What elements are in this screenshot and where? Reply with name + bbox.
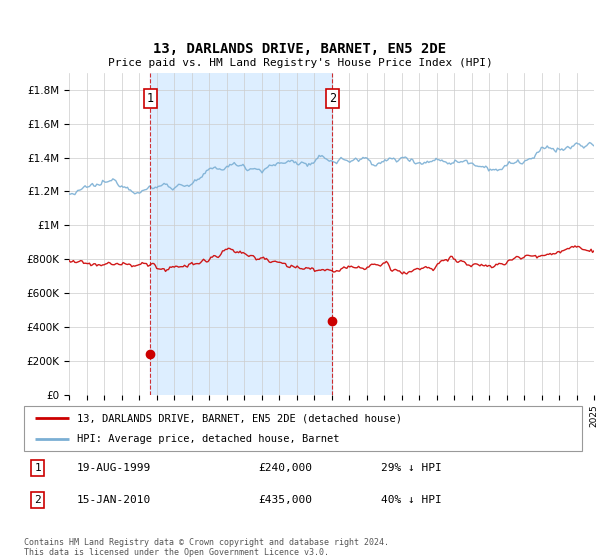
Text: 13, DARLANDS DRIVE, BARNET, EN5 2DE: 13, DARLANDS DRIVE, BARNET, EN5 2DE <box>154 42 446 56</box>
Text: HPI: Average price, detached house, Barnet: HPI: Average price, detached house, Barn… <box>77 433 340 444</box>
Text: 2: 2 <box>35 495 41 505</box>
Text: 13, DARLANDS DRIVE, BARNET, EN5 2DE (detached house): 13, DARLANDS DRIVE, BARNET, EN5 2DE (det… <box>77 413 402 423</box>
Text: 1: 1 <box>35 463 41 473</box>
Text: 40% ↓ HPI: 40% ↓ HPI <box>381 495 442 505</box>
Text: Price paid vs. HM Land Registry's House Price Index (HPI): Price paid vs. HM Land Registry's House … <box>107 58 493 68</box>
Text: 19-AUG-1999: 19-AUG-1999 <box>77 463 151 473</box>
Text: 15-JAN-2010: 15-JAN-2010 <box>77 495 151 505</box>
Text: 1: 1 <box>146 92 154 105</box>
Text: £435,000: £435,000 <box>259 495 313 505</box>
FancyBboxPatch shape <box>24 406 582 451</box>
Text: Contains HM Land Registry data © Crown copyright and database right 2024.
This d: Contains HM Land Registry data © Crown c… <box>24 538 389 557</box>
Bar <box>150 73 332 395</box>
Text: 29% ↓ HPI: 29% ↓ HPI <box>381 463 442 473</box>
Text: £240,000: £240,000 <box>259 463 313 473</box>
Text: 2: 2 <box>329 92 336 105</box>
